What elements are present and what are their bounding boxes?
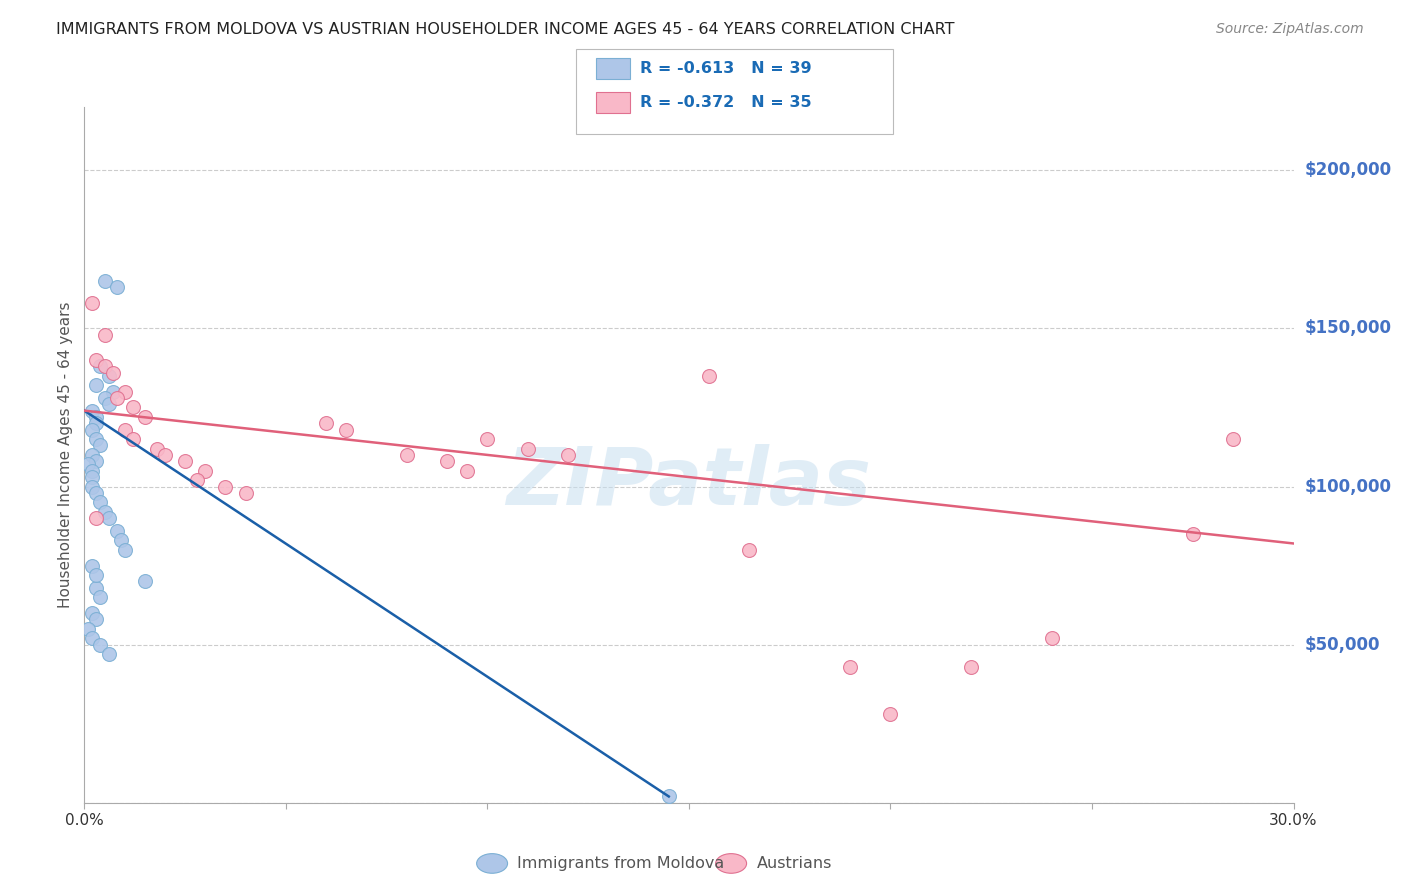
Point bbox=[960, 660, 983, 674]
Point bbox=[82, 632, 104, 646]
Point bbox=[697, 368, 720, 383]
Point bbox=[82, 296, 104, 310]
Y-axis label: Householder Income Ages 45 - 64 years: Householder Income Ages 45 - 64 years bbox=[58, 301, 73, 608]
Point bbox=[86, 581, 108, 595]
Point bbox=[82, 423, 104, 437]
Point bbox=[101, 366, 124, 380]
Point bbox=[174, 454, 197, 468]
Point bbox=[105, 524, 128, 538]
Point bbox=[134, 574, 156, 589]
Point bbox=[77, 622, 100, 636]
Point bbox=[121, 432, 143, 446]
Point bbox=[89, 359, 111, 374]
Point bbox=[1181, 527, 1204, 541]
Point bbox=[146, 442, 169, 456]
Point bbox=[214, 479, 236, 493]
Point bbox=[82, 464, 104, 478]
Point bbox=[97, 368, 120, 383]
Point bbox=[86, 409, 108, 424]
Point bbox=[86, 432, 108, 446]
Point bbox=[82, 606, 104, 620]
Point bbox=[86, 612, 108, 626]
Text: $150,000: $150,000 bbox=[1305, 319, 1392, 337]
Point bbox=[315, 417, 337, 431]
Point bbox=[82, 558, 104, 573]
Point bbox=[93, 274, 115, 288]
Point bbox=[89, 495, 111, 509]
Point bbox=[456, 464, 478, 478]
Text: $100,000: $100,000 bbox=[1305, 477, 1392, 496]
Point bbox=[114, 384, 136, 399]
Point bbox=[879, 707, 901, 722]
Point bbox=[86, 417, 108, 431]
Text: R = -0.372   N = 35: R = -0.372 N = 35 bbox=[640, 95, 811, 110]
Point bbox=[110, 533, 132, 548]
Point bbox=[86, 378, 108, 392]
Point bbox=[82, 479, 104, 493]
Point bbox=[82, 448, 104, 462]
Point bbox=[153, 448, 176, 462]
Text: R = -0.613   N = 39: R = -0.613 N = 39 bbox=[640, 62, 811, 76]
Point bbox=[86, 568, 108, 582]
Point bbox=[89, 438, 111, 452]
Point bbox=[839, 660, 862, 674]
Point bbox=[105, 391, 128, 405]
Text: IMMIGRANTS FROM MOLDOVA VS AUSTRIAN HOUSEHOLDER INCOME AGES 45 - 64 YEARS CORREL: IMMIGRANTS FROM MOLDOVA VS AUSTRIAN HOUS… bbox=[56, 22, 955, 37]
Text: $50,000: $50,000 bbox=[1305, 636, 1381, 654]
Point bbox=[121, 401, 143, 415]
Point bbox=[86, 353, 108, 368]
Point bbox=[1222, 432, 1244, 446]
Point bbox=[516, 442, 538, 456]
Point bbox=[101, 384, 124, 399]
Point bbox=[86, 511, 108, 525]
Point bbox=[194, 464, 217, 478]
Point bbox=[658, 789, 681, 804]
Point bbox=[1040, 632, 1063, 646]
Point bbox=[134, 409, 156, 424]
Point bbox=[105, 280, 128, 294]
Text: Austrians: Austrians bbox=[756, 856, 832, 871]
Point bbox=[82, 470, 104, 484]
Point bbox=[114, 423, 136, 437]
Point bbox=[86, 454, 108, 468]
Point bbox=[738, 542, 761, 557]
Point bbox=[77, 458, 100, 472]
Point bbox=[557, 448, 579, 462]
Point bbox=[186, 473, 208, 487]
Point bbox=[86, 486, 108, 500]
Point bbox=[395, 448, 418, 462]
Point bbox=[114, 542, 136, 557]
Text: Source: ZipAtlas.com: Source: ZipAtlas.com bbox=[1216, 22, 1364, 37]
Point bbox=[335, 423, 357, 437]
Point bbox=[89, 591, 111, 605]
Point bbox=[97, 511, 120, 525]
Point bbox=[97, 647, 120, 661]
Text: Immigrants from Moldova: Immigrants from Moldova bbox=[517, 856, 724, 871]
Point bbox=[93, 391, 115, 405]
Point bbox=[89, 638, 111, 652]
Point bbox=[97, 397, 120, 411]
Point bbox=[93, 505, 115, 519]
Point bbox=[93, 359, 115, 374]
Point bbox=[93, 327, 115, 342]
Point bbox=[477, 432, 499, 446]
Point bbox=[235, 486, 257, 500]
Point bbox=[436, 454, 458, 468]
Text: ZIPatlas: ZIPatlas bbox=[506, 443, 872, 522]
Point bbox=[82, 403, 104, 417]
Text: $200,000: $200,000 bbox=[1305, 161, 1392, 179]
